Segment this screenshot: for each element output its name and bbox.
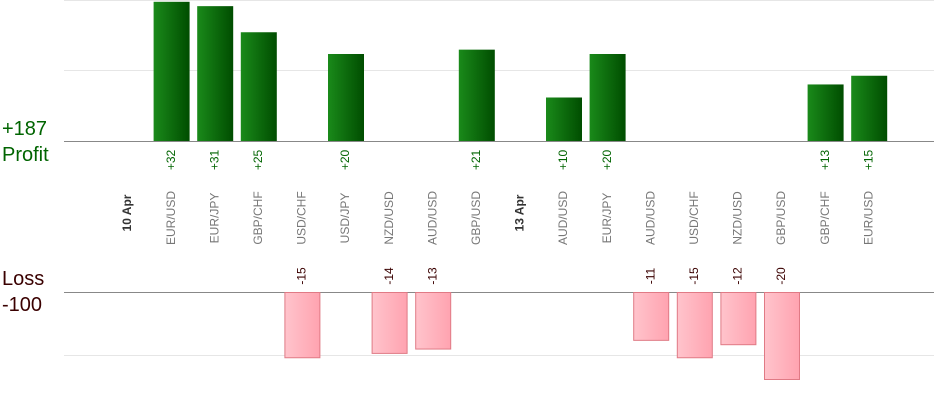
pair-label: GBP/CHF [818,191,832,244]
pair-label: EUR/JPY [207,193,221,244]
profit-total-value: +187 [2,118,48,140]
pair-label: GBP/USD [469,191,483,245]
profit-value-label: +20 [600,149,614,170]
profit-bar [851,75,888,141]
loss-bar [633,292,670,341]
pair-label: AUD/USD [556,191,570,245]
pair-label: USD/CHF [295,191,309,244]
profit-value-label: +21 [469,149,483,170]
loss-bar [284,292,321,359]
pair-label: GBP/CHF [251,191,265,244]
profit-value-label: +31 [207,149,221,170]
pair-label: EUR/USD [861,191,875,245]
loss-label: Loss [2,268,45,290]
profit-bar [458,49,495,141]
grid-lines [64,0,934,356]
loss-value-label: -14 [382,267,396,285]
profit-value-label: +10 [556,149,570,170]
loss-value-label: -20 [774,267,788,285]
loss-value-label: -15 [295,267,309,285]
loss-bar [764,292,800,380]
pair-label: NZD/USD [731,191,745,245]
loss-bar [676,292,713,359]
pair-label: EUR/USD [164,191,178,245]
pair-label: USD/CHF [687,191,701,244]
profit-label: Profit [2,144,49,166]
profit-value-label: +25 [251,149,265,170]
profit-bar [197,6,234,142]
bars [153,1,888,380]
profit-bar [589,54,626,141]
pair-label: NZD/USD [382,191,396,245]
pair-label: GBP/USD [774,191,788,245]
profit-bar [153,1,190,141]
pair-label: EUR/JPY [600,193,614,244]
loss-total-value: -100 [2,294,43,316]
date-label: 13 Apr [513,194,527,231]
pair-label: AUD/USD [425,191,439,245]
labels: 10 Apr EUR/USD +32 EUR/JPY +31 GBP/CHF +25 USD/… [120,149,875,284]
profit-bar [328,54,364,141]
loss-value-label: -15 [687,267,701,285]
profit-value-label: +13 [818,149,832,170]
loss-value-label: -11 [643,267,657,284]
profit-bar [807,84,844,141]
profit-bar [546,97,582,141]
date-label: 10 Apr [120,194,134,231]
loss-bar [720,292,757,346]
pair-label: USD/JPY [338,193,352,244]
loss-value-label: -13 [425,267,439,285]
profit-value-label: +20 [338,149,352,170]
profit-value-label: +15 [861,149,875,170]
profit-value-label: +32 [164,149,178,170]
profit-bar [240,32,277,141]
loss-bar [415,292,452,350]
pair-label: AUD/USD [643,191,657,245]
loss-bar [371,292,408,354]
loss-value-label: -12 [731,267,745,285]
